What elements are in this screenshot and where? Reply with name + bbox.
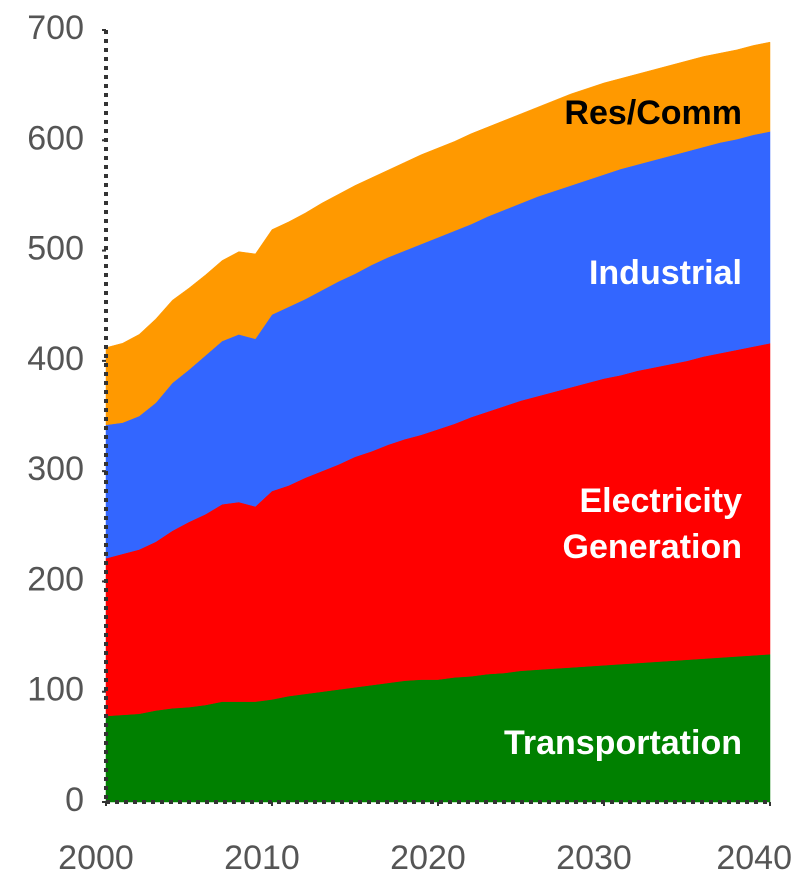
- y-tick-label: 600: [27, 119, 84, 157]
- y-tick-label: 0: [65, 781, 84, 819]
- y-tick-label: 400: [27, 340, 84, 378]
- y-tick-label: 700: [27, 9, 84, 47]
- y-tick-label: 200: [27, 560, 84, 598]
- x-tick-label: 2000: [58, 839, 134, 877]
- x-tick-label: 2020: [390, 839, 466, 877]
- series-label: Electricity Generation: [562, 482, 742, 566]
- x-tick-label: 2010: [224, 839, 300, 877]
- series-label: Res/Comm: [564, 94, 742, 132]
- y-tick-label: 300: [27, 450, 84, 488]
- x-tick-label: 2040: [716, 839, 792, 877]
- y-tick-label: 100: [27, 671, 84, 709]
- x-tick-label: 2030: [556, 839, 632, 877]
- series-label: Industrial: [588, 254, 742, 292]
- area: [105, 41, 771, 426]
- y-tick-label: 500: [27, 230, 84, 268]
- series-label: Transportation: [503, 724, 742, 762]
